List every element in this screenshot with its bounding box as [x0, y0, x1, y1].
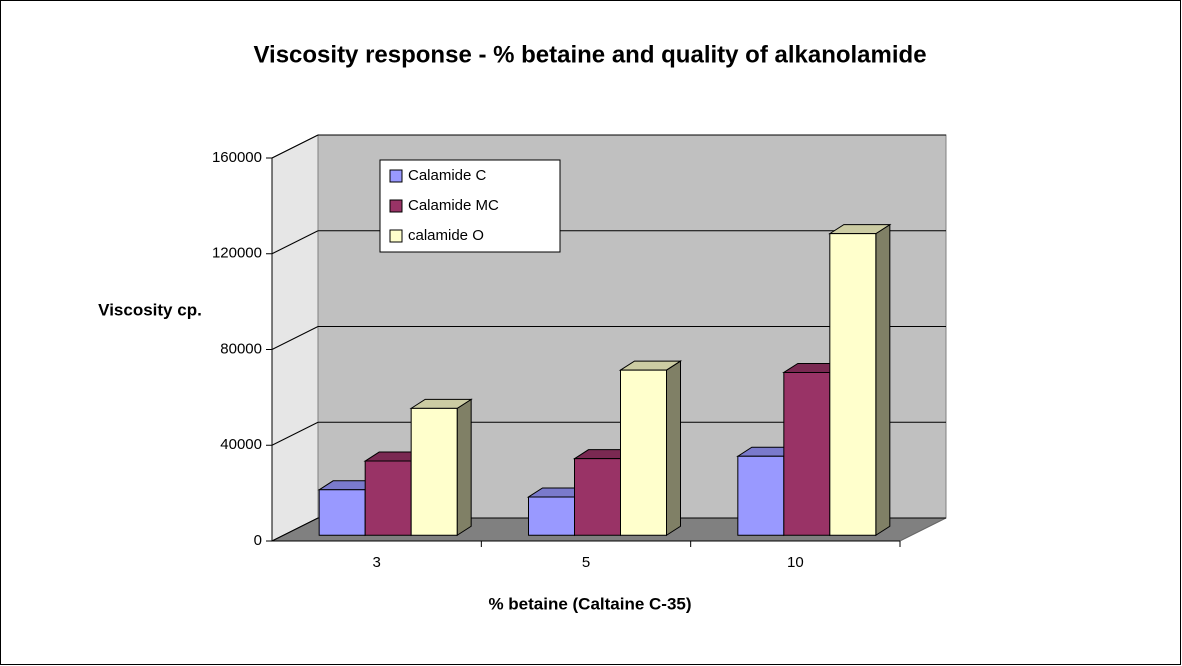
x-tick-label: 5 [582, 554, 590, 571]
grid-line [271, 134, 319, 159]
bar [618, 360, 683, 537]
bar-side [875, 223, 891, 537]
legend-swatch [389, 199, 403, 213]
bar-front [318, 489, 366, 536]
legend-label: Calamide C [408, 167, 487, 184]
bar-front [783, 371, 831, 536]
legend-label: Calamide MC [408, 197, 499, 214]
legend-label: calamide O [408, 227, 484, 244]
y-tick-label: 160000 [212, 149, 262, 166]
bar-front [410, 407, 458, 536]
bar-front [528, 496, 575, 536]
x-axis-label: % betaine (Caltaine C-35) [488, 594, 691, 613]
bar-front [737, 455, 785, 536]
chart-title: Viscosity response - % betaine and quali… [253, 41, 926, 68]
grid-line [271, 517, 319, 542]
bar [828, 223, 892, 537]
y-axis-label: Viscosity cp. [98, 300, 202, 319]
bar-front [829, 233, 877, 536]
x-tick-label: 3 [372, 554, 380, 571]
bar-front [364, 460, 412, 536]
legend-swatch [389, 169, 403, 183]
y-tick-label: 40000 [220, 436, 262, 453]
y-tick-label: 80000 [220, 340, 262, 357]
legend-box [379, 159, 561, 253]
x-tick-label: 10 [787, 554, 804, 571]
y-tick-label: 0 [254, 532, 262, 549]
grid-line [271, 230, 319, 255]
bar-side [456, 398, 472, 537]
y-tick-label: 120000 [212, 245, 262, 262]
bar-side [666, 360, 681, 537]
legend-swatch [389, 229, 403, 243]
bar [409, 398, 473, 537]
grid-line [271, 326, 319, 350]
grid-line [271, 421, 319, 446]
bar-front [620, 369, 667, 536]
bar-front [574, 458, 621, 536]
